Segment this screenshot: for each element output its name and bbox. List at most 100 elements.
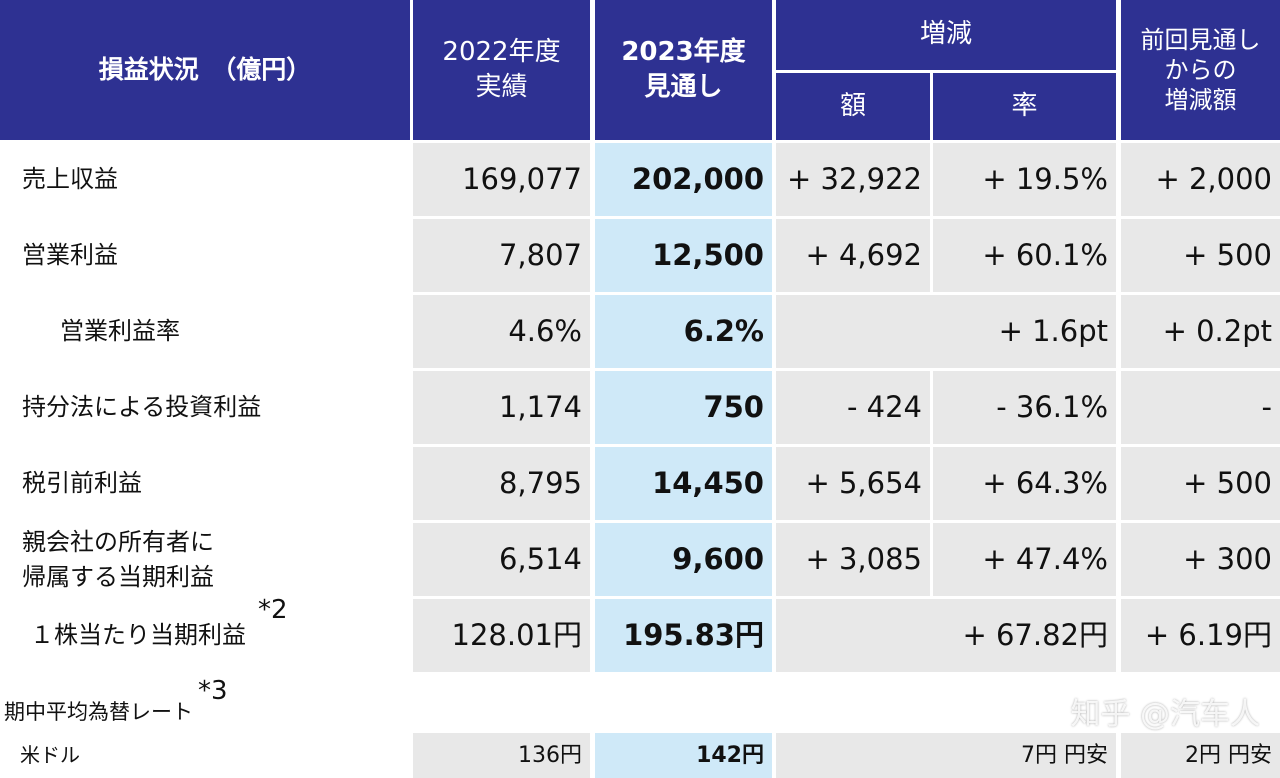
- value-cell: + 32,922: [776, 143, 930, 216]
- row-label: 税引前利益: [22, 447, 410, 520]
- value-cell: 136円: [413, 733, 590, 778]
- cell-text: 202,000: [631, 161, 764, 196]
- cell-text: 7,807: [498, 237, 582, 272]
- cell-text: *3: [198, 676, 228, 707]
- value-cell: 6.2%: [595, 295, 772, 368]
- cell-text: 136円: [518, 742, 582, 768]
- cell-text: + 300: [1183, 541, 1272, 576]
- value-cell: 14,450: [595, 447, 772, 520]
- header-fy2022: 2022年度 実績: [413, 0, 590, 140]
- row-label: 親会社の所有者に 帰属する当期利益: [22, 523, 410, 596]
- cell-text: 142円: [696, 742, 764, 768]
- value-cell: + 67.82円: [776, 599, 1116, 672]
- cell-text: 14,450: [652, 465, 764, 500]
- value-cell: - 424: [776, 371, 930, 444]
- cell-text: 2円 円安: [1185, 742, 1272, 768]
- value-cell: - 36.1%: [933, 371, 1116, 444]
- cell-text: 7円 円安: [1021, 742, 1108, 768]
- header-change-amount: 額: [776, 73, 930, 140]
- cell-text: + 5,654: [805, 465, 922, 500]
- header-change-rate: 率: [933, 73, 1116, 140]
- cell-text: 8,795: [498, 465, 582, 500]
- cell-text: 営業利益率: [60, 317, 180, 346]
- cell-text: 169,077: [462, 161, 582, 196]
- row-label: 売上収益: [22, 143, 410, 216]
- cell-text: 128.01円: [451, 617, 582, 652]
- value-cell: + 64.3%: [933, 447, 1116, 520]
- cell-text: 6,514: [498, 541, 582, 576]
- cell-text: 増減額: [1164, 86, 1237, 114]
- footnote-mark: *3: [198, 672, 260, 712]
- row-label: 営業利益率: [60, 295, 410, 368]
- value-cell: 142円: [595, 733, 772, 778]
- header-vs-previous: 前回見通し からの 増減額: [1121, 0, 1280, 140]
- cell-text: 率: [1011, 90, 1038, 121]
- value-cell: + 0.2pt: [1121, 295, 1280, 368]
- value-cell: 202,000: [595, 143, 772, 216]
- cell-text: + 64.3%: [982, 465, 1108, 500]
- cell-text: + 6.19円: [1144, 617, 1272, 652]
- value-cell: 7,807: [413, 219, 590, 292]
- cell-text: + 500: [1183, 465, 1272, 500]
- value-cell: + 1.6pt: [776, 295, 1116, 368]
- cell-text: 2022年度: [442, 36, 561, 67]
- cell-text: + 32,922: [787, 161, 922, 196]
- value-cell: 128.01円: [413, 599, 590, 672]
- row-label: １株当たり当期利益: [30, 599, 410, 672]
- value-cell: 750: [595, 371, 772, 444]
- value-cell: + 5,654: [776, 447, 930, 520]
- cell-text: + 2,000: [1155, 161, 1272, 196]
- value-cell: + 2,000: [1121, 143, 1280, 216]
- cell-text: + 19.5%: [982, 161, 1108, 196]
- cell-text: 前回見通し: [1140, 26, 1261, 54]
- value-cell: 6,514: [413, 523, 590, 596]
- cell-text: - 424: [846, 389, 922, 424]
- exchange-title: 期中平均為替レート: [4, 690, 400, 734]
- cell-text: 額: [839, 90, 866, 121]
- value-cell: 195.83円: [595, 599, 772, 672]
- header-change: 増減: [776, 0, 1116, 70]
- value-cell: + 19.5%: [933, 143, 1116, 216]
- value-cell: 4.6%: [413, 295, 590, 368]
- cell-text: + 60.1%: [982, 237, 1108, 272]
- header-fy2023: 2023年度 見通し: [595, 0, 772, 140]
- value-cell: + 500: [1121, 447, 1280, 520]
- value-cell: + 60.1%: [933, 219, 1116, 292]
- value-cell: + 3,085: [776, 523, 930, 596]
- cell-text: + 47.4%: [982, 541, 1108, 576]
- value-cell: 8,795: [413, 447, 590, 520]
- cell-text: １株当たり当期利益: [30, 621, 246, 650]
- cell-text: + 4,692: [805, 237, 922, 272]
- cell-text: 持分法による投資利益: [22, 393, 262, 422]
- watermark: 知乎 @汽车人: [1000, 690, 1260, 740]
- value-cell: 12,500: [595, 219, 772, 292]
- value-cell: + 4,692: [776, 219, 930, 292]
- cell-text: 知乎 @汽车人: [1070, 696, 1260, 732]
- cell-text: 2023年度: [621, 36, 746, 67]
- value-cell: 1,174: [413, 371, 590, 444]
- cell-text: 9,600: [672, 541, 764, 576]
- value-cell: + 6.19円: [1121, 599, 1280, 672]
- cell-text: + 3,085: [805, 541, 922, 576]
- cell-text: 帰属する当期利益: [22, 562, 214, 591]
- cell-text: -: [1261, 389, 1272, 424]
- cell-text: - 36.1%: [996, 389, 1108, 424]
- value-cell: + 500: [1121, 219, 1280, 292]
- cell-text: 195.83円: [623, 617, 764, 652]
- cell-text: + 500: [1183, 237, 1272, 272]
- cell-text: 1,174: [498, 389, 582, 424]
- value-cell: 9,600: [595, 523, 772, 596]
- value-cell: + 47.4%: [933, 523, 1116, 596]
- row-label: 営業利益: [22, 219, 410, 292]
- cell-text: + 67.82円: [962, 617, 1108, 652]
- cell-text: 実績: [475, 72, 528, 102]
- row-label: 米ドル: [20, 733, 410, 778]
- cell-text: + 0.2pt: [1162, 313, 1272, 348]
- value-cell: -: [1121, 371, 1280, 444]
- cell-text: からの: [1164, 56, 1237, 84]
- cell-text: 米ドル: [20, 743, 80, 767]
- cell-text: 売上収益: [22, 165, 118, 194]
- cell-text: 12,500: [652, 237, 764, 272]
- value-cell: 2円 円安: [1121, 733, 1280, 778]
